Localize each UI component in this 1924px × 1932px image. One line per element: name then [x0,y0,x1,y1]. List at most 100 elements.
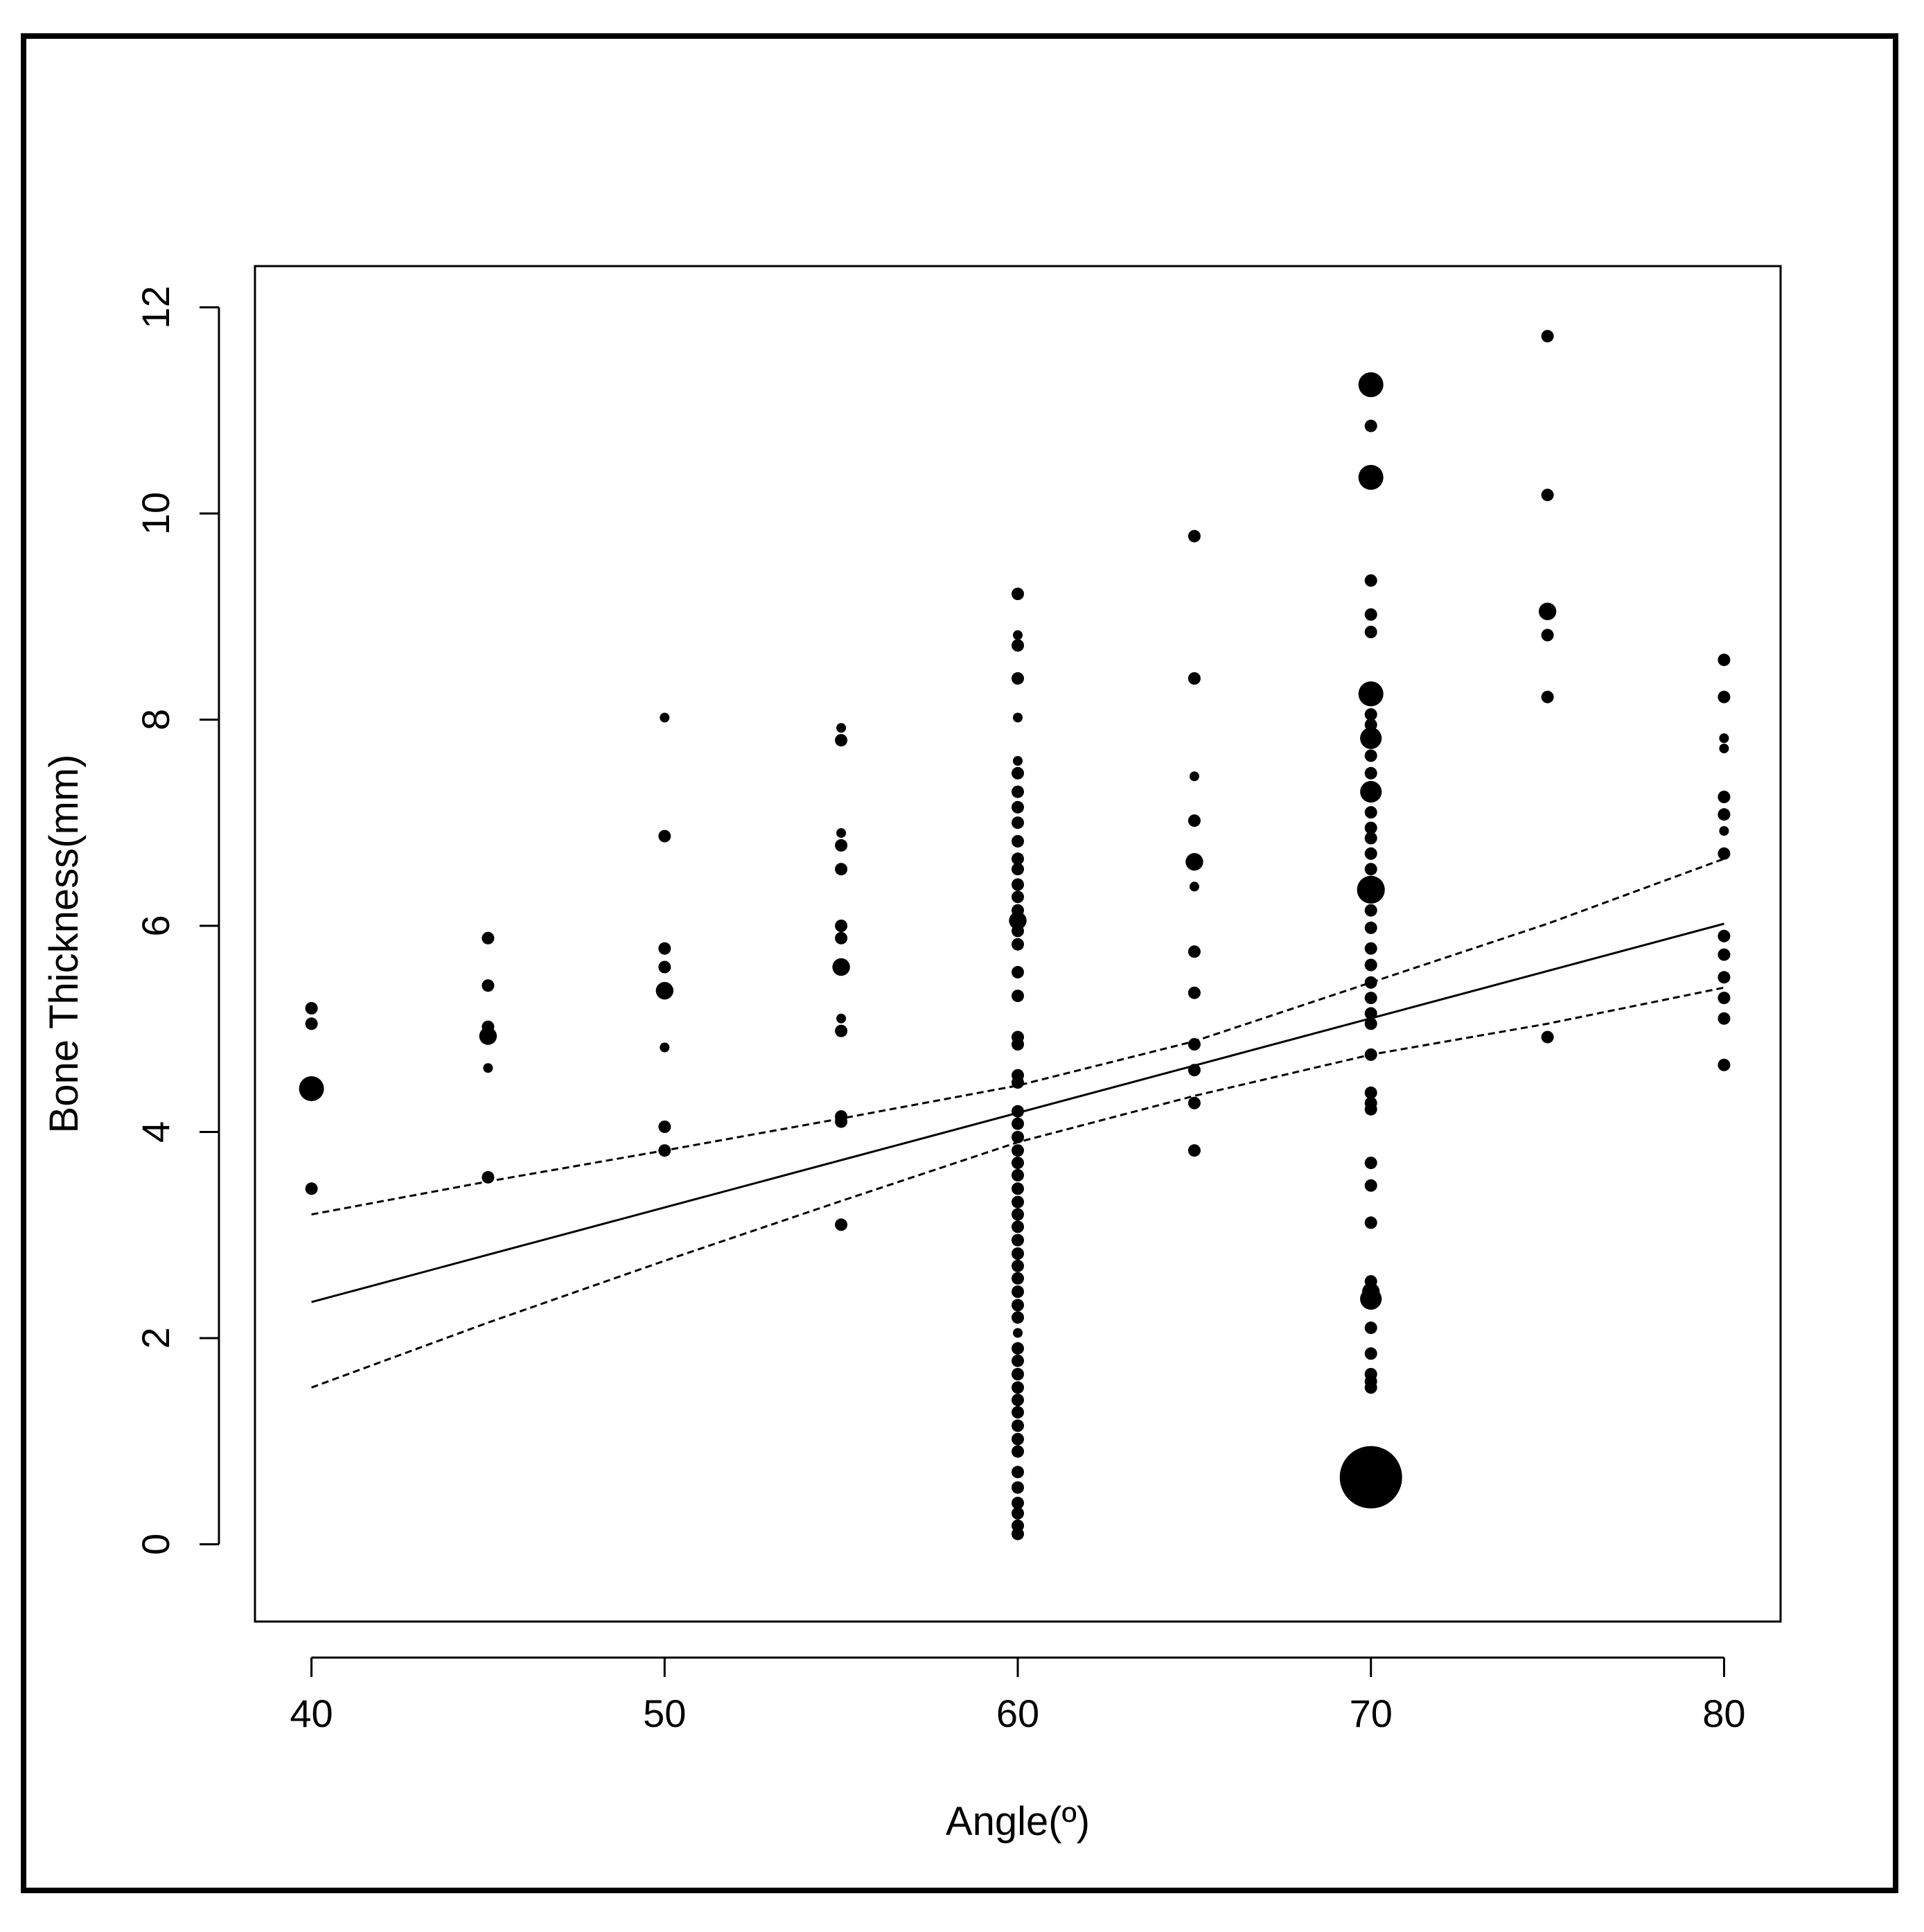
data-point [1364,1086,1377,1099]
data-point [1012,1311,1024,1324]
data-point [1364,958,1377,972]
data-point [1718,690,1731,703]
data-point [1364,806,1377,819]
y-tick-label: 4 [134,1121,177,1143]
data-point [660,1042,670,1053]
data-point [836,723,847,733]
data-point [1719,744,1729,754]
data-point [1364,1157,1377,1170]
data-point [1012,1394,1024,1407]
data-point [1718,992,1731,1005]
x-tick-label: 60 [996,1692,1039,1735]
data-point [1718,1058,1731,1071]
data-point [835,1024,848,1037]
data-point [299,1076,324,1101]
data-point [1364,921,1377,934]
data-point [1012,938,1024,951]
data-point [1185,853,1203,871]
data-point [1012,852,1024,866]
data-point [658,1121,671,1133]
data-point [1012,1259,1024,1272]
data-point [1364,832,1377,845]
data-point [1364,1179,1377,1192]
data-point [1541,690,1554,703]
data-point [1358,464,1384,490]
data-point [1188,1096,1201,1109]
data-point [1012,785,1024,798]
data-point [1012,1247,1024,1260]
data-point [832,958,850,976]
data-point [1188,986,1201,999]
data-point [1364,749,1377,762]
data-point [1012,1130,1024,1143]
x-tick-label: 80 [1702,1692,1745,1735]
data-point [1718,929,1731,942]
y-axis-title: Bone Thickness(mm) [42,755,87,1134]
data-point [1012,1220,1024,1233]
y-tick-label: 8 [134,709,177,730]
data-point [1718,948,1731,961]
ci-upper-line [311,857,1724,1215]
data-point [1188,1038,1201,1051]
data-point [1012,1381,1024,1394]
data-point [1718,808,1731,821]
data-point [1364,1347,1377,1360]
data-point [836,828,847,838]
data-point [1364,626,1377,638]
data-point [1012,1285,1024,1298]
data-point [305,1182,318,1195]
data-point [1364,1007,1377,1020]
data-point [1012,890,1024,904]
data-point [1364,1381,1377,1394]
data-point [1012,1168,1024,1182]
data-points [299,330,1731,1540]
data-point [660,712,670,723]
data-point [305,1002,318,1015]
x-axis-title: Angle(º) [946,1799,1090,1844]
data-point [1012,1182,1024,1195]
data-point [1012,1496,1024,1509]
data-point [1012,965,1024,978]
data-point [1364,821,1377,834]
data-point [1541,1030,1554,1044]
data-point [305,1017,318,1030]
data-point [1012,766,1024,780]
data-point [1188,1144,1201,1157]
data-point [1188,1064,1201,1077]
data-point [1012,1466,1024,1479]
data-point [1364,419,1377,432]
y-axis: 0 2 4 6 8 10 12 [134,286,220,1555]
data-point [1013,756,1023,766]
data-point [1364,863,1377,876]
data-point [1718,791,1731,803]
data-point [1360,727,1382,749]
data-point [1012,1445,1024,1458]
data-point [1364,1017,1377,1030]
data-point [1012,1342,1024,1355]
data-point [1364,976,1377,989]
data-point [1188,672,1201,685]
data-point [835,920,848,932]
data-point [658,960,671,974]
data-point [1012,1105,1024,1118]
data-point [1189,771,1199,782]
data-point [1538,602,1557,620]
data-point [1012,1117,1024,1130]
data-point [1718,971,1731,984]
data-point [1360,1288,1382,1310]
data-point [658,1144,671,1157]
data-point [1012,1208,1024,1221]
y-tick-label: 12 [134,286,177,328]
data-point [1012,990,1024,1003]
data-point [1012,1272,1024,1285]
data-point [835,1218,848,1231]
data-point [1364,847,1377,860]
data-point [1012,1233,1024,1247]
data-point [835,734,848,747]
data-point [479,1027,497,1045]
plot-area [254,265,1782,1623]
data-point [1012,1368,1024,1380]
data-point [1718,653,1731,667]
data-point [1189,881,1199,892]
data-point [1188,945,1201,958]
